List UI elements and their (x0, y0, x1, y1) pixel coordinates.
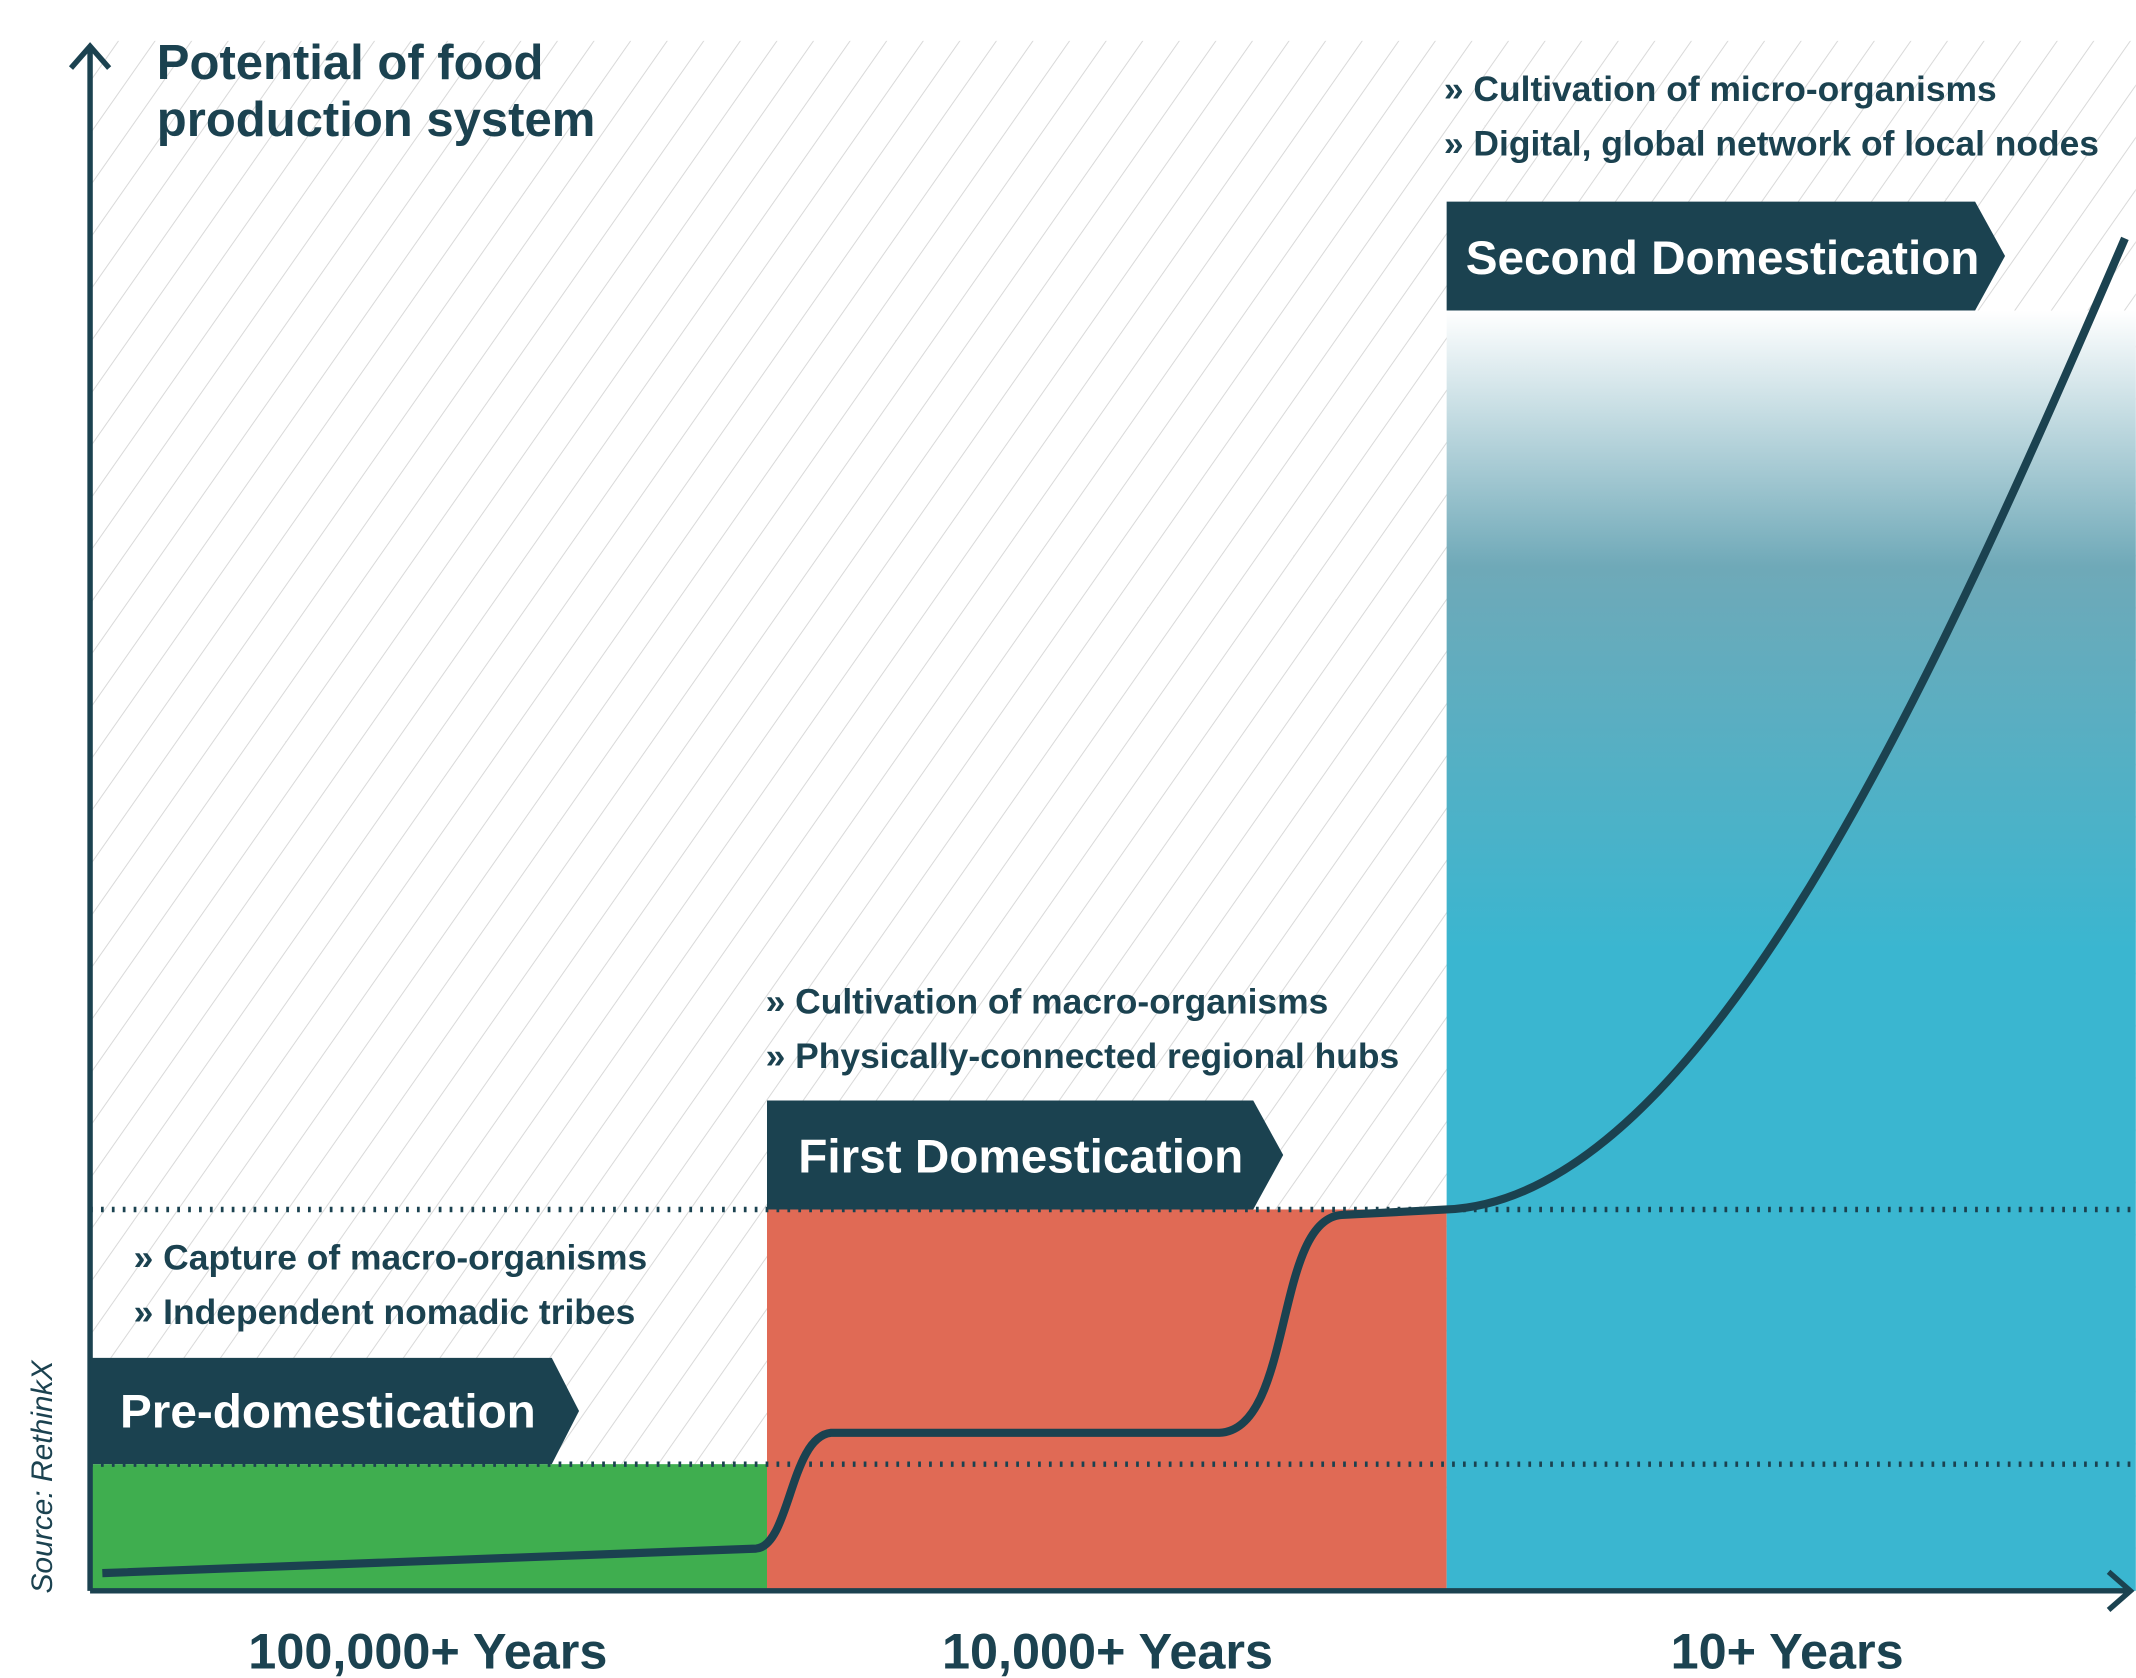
red-block (767, 1209, 1447, 1590)
bullet: » Cultivation of macro-organisms (766, 981, 1329, 1021)
duration: 10+ Years (1671, 1622, 1904, 1678)
source: Source: RethinkX (26, 1359, 59, 1593)
diagram: Potential of food production system Sour… (0, 0, 2136, 1678)
bullet: » Digital, global network of local nodes (1444, 123, 2099, 163)
page: {"title_lines": ["Potential of food", "p… (0, 0, 2136, 1678)
bullet: » Cultivation of micro-organisms (1444, 69, 1997, 109)
phase-label: Pre-domestication (120, 1385, 536, 1438)
title-line: production system (157, 93, 595, 147)
phase-label: First Domestication (798, 1131, 1243, 1184)
duration: 100,000+ Years (248, 1622, 607, 1678)
bullet: » Capture of macro-organisms (134, 1237, 648, 1277)
duration: 10,000+ Years (942, 1622, 1273, 1678)
title-line: Potential of food (157, 36, 544, 90)
phase-label: Second Domestication (1466, 232, 1980, 285)
bullet: » Physically-connected regional hubs (766, 1036, 1400, 1076)
bullet: » Independent nomadic tribes (134, 1292, 636, 1332)
blue-block (1447, 311, 2136, 1591)
